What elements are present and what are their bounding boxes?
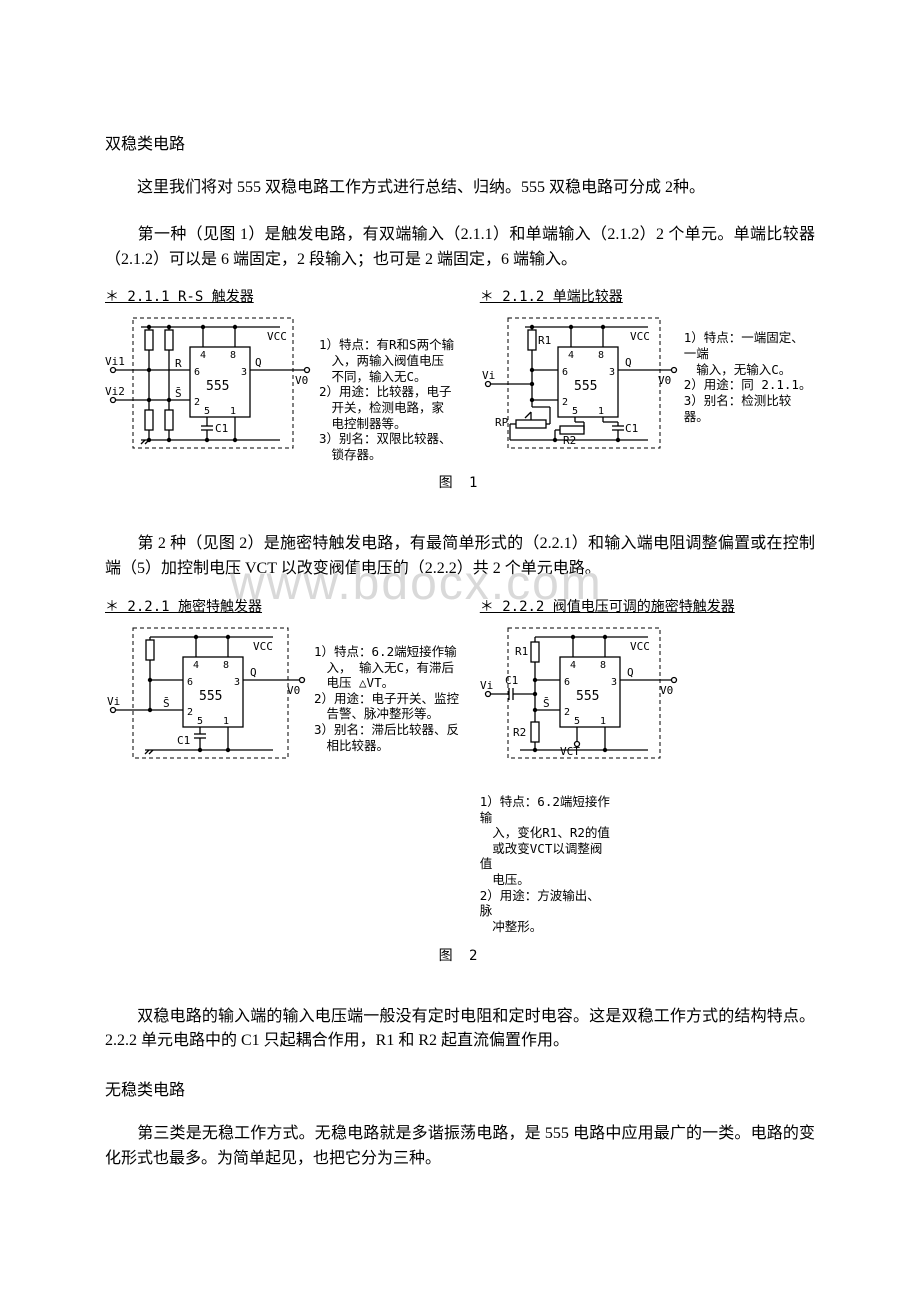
svg-text:RP: RP xyxy=(495,416,509,429)
svg-text:4: 4 xyxy=(568,350,574,361)
svg-text:4: 4 xyxy=(570,660,576,671)
svg-text:8: 8 xyxy=(600,660,606,671)
svg-text:Vi: Vi xyxy=(107,695,120,708)
fig2-left-title: ＊ 2.2.1 施密特触发器 xyxy=(105,596,470,616)
svg-text:6: 6 xyxy=(562,367,568,378)
svg-text:2: 2 xyxy=(564,707,570,718)
svg-text:R: R xyxy=(175,357,182,370)
svg-text:1: 1 xyxy=(598,406,604,417)
svg-text:V0: V0 xyxy=(660,684,673,697)
svg-text:5: 5 xyxy=(197,716,203,727)
svg-text:Q: Q xyxy=(255,356,262,369)
svg-text:R1: R1 xyxy=(515,645,528,658)
svg-text:4: 4 xyxy=(193,660,199,671)
svg-text:555: 555 xyxy=(574,379,597,394)
figure-2: www.bdocx.com ＊ 2.2.1 施密特触发器 555 4 8 6 3… xyxy=(105,596,815,965)
svg-text:VCC: VCC xyxy=(630,640,650,653)
svg-text:S̄: S̄ xyxy=(163,697,170,710)
svg-text:3: 3 xyxy=(611,677,617,688)
svg-text:V0: V0 xyxy=(658,374,671,387)
svg-text:VCC: VCC xyxy=(267,330,287,343)
svg-text:VCT: VCT xyxy=(560,745,580,758)
svg-text:S̄: S̄ xyxy=(543,697,550,710)
fig1-right-desc: 1）特点：一端固定、一端 输入，无输入C。 2）用途：同 2.1.1。 3）别名… xyxy=(684,330,814,424)
svg-text:Vi1: Vi1 xyxy=(105,355,125,368)
svg-text:555: 555 xyxy=(199,689,222,704)
paragraph-5: 第三类是无稳工作方式。无稳电路就是多谐振荡电路，是 555 电路中应用最广的一类… xyxy=(105,1122,815,1172)
svg-text:VCC: VCC xyxy=(253,640,273,653)
fig1-caption: 图 1 xyxy=(105,472,815,492)
svg-text:V0: V0 xyxy=(287,684,300,697)
svg-text:Q: Q xyxy=(250,666,257,679)
svg-text:8: 8 xyxy=(223,660,229,671)
svg-text:S̄: S̄ xyxy=(175,387,182,400)
fig1-left-desc: 1）特点：有R和S两个输 入，两输入阀值电压 不同，输入无C。 2）用途：比较器… xyxy=(319,337,469,462)
svg-text:Q: Q xyxy=(627,666,634,679)
svg-text:Vi: Vi xyxy=(482,369,495,382)
paragraph-4: 双稳电路的输入端的输入电压端一般没有定时电阻和定时电容。这是双稳工作方式的结构特… xyxy=(105,1005,815,1055)
fig1-right-title: ＊ 2.1.2 单端比较器 xyxy=(480,286,815,306)
svg-text:8: 8 xyxy=(230,350,236,361)
svg-text:C1: C1 xyxy=(215,422,228,435)
svg-text:8: 8 xyxy=(598,350,604,361)
svg-text:6: 6 xyxy=(194,367,200,378)
section-title-bistable: 双稳类电路 xyxy=(105,130,815,154)
fig2-right-panel: ＊ 2.2.2 阀值电压可调的施密特触发器 555 4 8 6 3 2 5 1 xyxy=(480,596,815,935)
svg-text:2: 2 xyxy=(187,707,193,718)
figure-1: ＊ 2.1.1 R-S 触发器 555 4 8 6 3 2 5 1 xyxy=(105,286,815,492)
svg-text:2: 2 xyxy=(194,397,200,408)
svg-text:Vi2: Vi2 xyxy=(105,385,125,398)
paragraph-2: 第一种（见图 1）是触发电路，有双端输入（2.1.1）和单端输入（2.1.2）2… xyxy=(105,223,815,273)
svg-text:6: 6 xyxy=(187,677,193,688)
svg-text:555: 555 xyxy=(206,379,229,394)
svg-text:2: 2 xyxy=(562,397,568,408)
svg-text:1: 1 xyxy=(600,716,606,727)
svg-text:VCC: VCC xyxy=(630,330,650,343)
fig1-left-panel: ＊ 2.1.1 R-S 触发器 555 4 8 6 3 2 5 1 xyxy=(105,286,470,462)
svg-text:1: 1 xyxy=(223,716,229,727)
svg-text:5: 5 xyxy=(204,406,210,417)
fig1-right-diagram: 555 4 8 6 3 2 5 1 VCC xyxy=(480,312,680,462)
fig1-left-title: ＊ 2.1.1 R-S 触发器 xyxy=(105,286,470,306)
section-title-astable: 无稳类电路 xyxy=(105,1076,815,1100)
svg-text:V0: V0 xyxy=(295,374,308,387)
svg-text:3: 3 xyxy=(241,367,247,378)
svg-text:5: 5 xyxy=(572,406,578,417)
fig2-left-diagram: 555 4 8 6 3 2 5 1 VCC xyxy=(105,622,310,772)
svg-text:C1: C1 xyxy=(625,422,638,435)
fig1-left-diagram: 555 4 8 6 3 2 5 1 VCC xyxy=(105,312,315,462)
svg-text:1: 1 xyxy=(230,406,236,417)
paragraph-3: 第 2 种（见图 2）是施密特触发电路，有最简单形式的（2.2.1）和输入端电阻… xyxy=(105,532,815,582)
svg-text:4: 4 xyxy=(200,350,206,361)
svg-text:5: 5 xyxy=(574,716,580,727)
svg-text:C1: C1 xyxy=(505,674,518,687)
svg-text:Vi: Vi xyxy=(480,679,493,692)
svg-text:R1: R1 xyxy=(538,334,551,347)
svg-text:555: 555 xyxy=(576,689,599,704)
fig2-caption: 图 2 xyxy=(105,945,815,965)
fig2-left-desc: 1）特点：6.2端短接作输 入， 输入无C，有滞后 电压 △VT。 2）用途：电… xyxy=(314,644,469,753)
fig2-right-desc: 1）特点：6.2端短接作输 入，变化R1、R2的值 或改变VCT以调整阀值 电压… xyxy=(480,794,612,935)
fig2-right-diagram: 555 4 8 6 3 2 5 1 VCC xyxy=(480,622,680,772)
svg-text:Q: Q xyxy=(625,356,632,369)
fig2-left-panel: ＊ 2.2.1 施密特触发器 555 4 8 6 3 2 5 1 xyxy=(105,596,470,935)
fig1-right-panel: ＊ 2.1.2 单端比较器 555 4 8 6 3 2 5 1 V xyxy=(480,286,815,462)
svg-text:3: 3 xyxy=(609,367,615,378)
svg-text:6: 6 xyxy=(564,677,570,688)
fig2-right-title: ＊ 2.2.2 阀值电压可调的施密特触发器 xyxy=(480,596,815,616)
svg-text:C1: C1 xyxy=(177,734,190,747)
svg-text:3: 3 xyxy=(234,677,240,688)
paragraph-1: 这里我们将对 555 双稳电路工作方式进行总结、归纳。555 双稳电路可分成 2… xyxy=(105,176,815,201)
svg-text:R2: R2 xyxy=(513,726,526,739)
